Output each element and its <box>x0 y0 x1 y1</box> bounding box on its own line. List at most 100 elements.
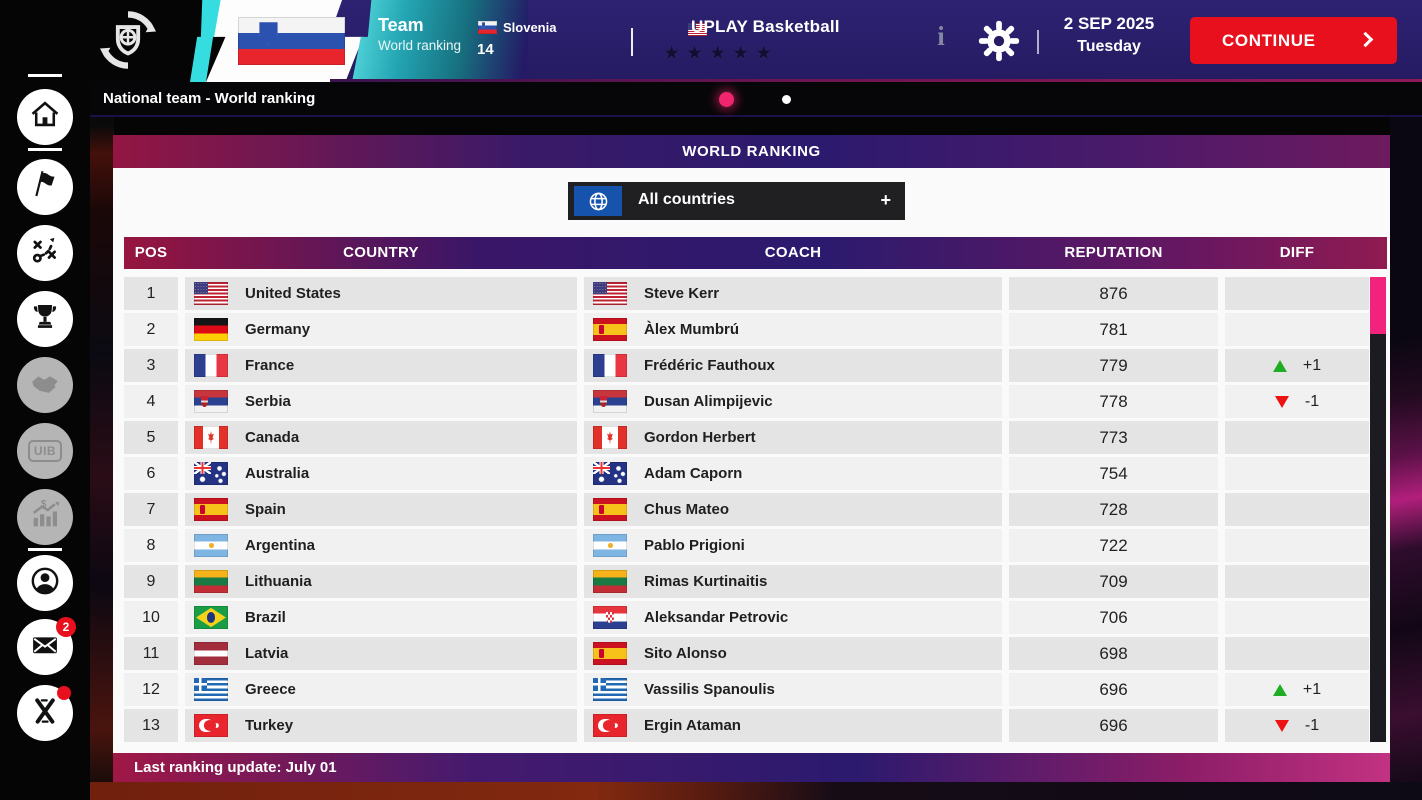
nation-name: Slovenia <box>503 20 557 35</box>
sidebar-item-home[interactable] <box>17 89 73 145</box>
rank-diff <box>1225 601 1369 634</box>
coach-nationality-flag-icon <box>593 606 627 629</box>
coach-name: Frédéric Fauthoux <box>644 357 775 374</box>
table-row[interactable]: 2 Germany Àlex Mumbrú 781 <box>124 313 1369 346</box>
coach-name: Vassilis Spanoulis <box>644 681 775 698</box>
rank-position: 10 <box>124 601 178 634</box>
country-name: Canada <box>245 429 300 446</box>
coach-nationality-flag-icon <box>593 354 627 377</box>
country-name: Spain <box>245 501 286 518</box>
continue-button[interactable]: CONTINUE <box>1190 17 1397 64</box>
team-section-label: Team <box>378 15 424 35</box>
rank-position: 8 <box>124 529 178 562</box>
table-row[interactable]: 5 Canada Gordon Herbert 773 <box>124 421 1369 454</box>
diff-arrow-icon <box>1272 359 1287 372</box>
col-header-pos: POS <box>134 244 168 261</box>
mail-icon <box>28 628 62 667</box>
page-dot[interactable] <box>782 95 791 104</box>
breadcrumb: National team - World ranking <box>103 90 316 107</box>
page-dot-active[interactable] <box>719 92 734 107</box>
table-row[interactable]: 10 Brazil Aleksandar Petrovic 706 <box>124 601 1369 634</box>
club-crest-refresh-icon[interactable] <box>95 7 161 73</box>
rank-diff <box>1225 493 1369 526</box>
teal-gradient-band <box>352 0 528 82</box>
sidebar-item-messages[interactable]: 2 <box>17 617 76 675</box>
diff-value: -1 <box>1304 716 1320 734</box>
topbar-underline <box>330 79 1422 82</box>
table-row[interactable]: 8 Argentina Pablo Prigioni 722 <box>124 529 1369 562</box>
date-text: 2 SEP 2025 <box>1063 14 1155 33</box>
col-header-country: COUNTRY <box>343 244 419 261</box>
coach-name: Aleksandar Petrovic <box>644 609 789 626</box>
country-name: Brazil <box>245 609 286 626</box>
coach-name: Dusan Alimpijevic <box>644 393 773 410</box>
coach-name: Chus Mateo <box>644 501 730 518</box>
table-header-row: POS COUNTRY COACH REPUTATION DIFF <box>124 237 1387 269</box>
reputation-value: 722 <box>1009 529 1218 562</box>
rank-position: 2 <box>124 313 178 346</box>
country-flag-icon <box>194 498 228 521</box>
handshake-icon <box>28 366 62 405</box>
panel-title: WORLD RANKING <box>113 135 1390 168</box>
reputation-value: 709 <box>1009 565 1218 598</box>
table-row[interactable]: 13 Turkey Ergin Ataman 696 -1 <box>124 709 1369 742</box>
rank-diff <box>1225 457 1369 490</box>
sidebar: UIB $ 2 <box>0 0 90 800</box>
coach-nationality-flag-icon <box>593 390 627 413</box>
coach-name: Gordon Herbert <box>644 429 756 446</box>
rank-diff: +1 <box>1225 673 1369 706</box>
reputation-value: 698 <box>1009 637 1218 670</box>
filter-selected-value: All countries <box>638 191 735 208</box>
rank-position: 1 <box>124 277 178 310</box>
table-row[interactable]: 3 France Frédéric Fauthoux 779 +1 <box>124 349 1369 382</box>
coach-name: Adam Caporn <box>644 465 743 482</box>
scrollbar-thumb[interactable] <box>1370 277 1386 334</box>
table-row[interactable]: 7 Spain Chus Mateo 728 <box>124 493 1369 526</box>
table-row[interactable]: 12 Greece Vassilis Spanoulis 696 +1 <box>124 673 1369 706</box>
coach-nationality-flag-icon <box>593 642 627 665</box>
table-row[interactable]: 4 Serbia Dusan Alimpijevic 778 -1 <box>124 385 1369 418</box>
rank-diff <box>1225 313 1369 346</box>
last-update-footer: Last ranking update: July 01 <box>113 753 1390 782</box>
reputation-value: 779 <box>1009 349 1218 382</box>
coach-nationality-flag-icon <box>593 282 627 305</box>
background-art-bottom <box>90 782 1422 800</box>
nation-world-rank: 14 <box>477 41 494 58</box>
diff-arrow-icon <box>1274 395 1289 408</box>
rank-position: 7 <box>124 493 178 526</box>
reputation-value: 781 <box>1009 313 1218 346</box>
sidebar-item-negotiations <box>17 357 73 413</box>
sidebar-item-tactics[interactable] <box>17 225 73 281</box>
weekday-text: Tuesday <box>1077 38 1141 55</box>
sidebar-separator <box>28 74 62 77</box>
sidebar-item-x-app[interactable] <box>17 685 73 741</box>
coach-name: Sito Alonso <box>644 645 727 662</box>
table-row[interactable]: 11 Latvia Sito Alonso 698 <box>124 637 1369 670</box>
country-filter-dropdown[interactable]: All countries + <box>568 182 905 220</box>
country-flag-icon <box>194 354 228 377</box>
country-name: Lithuania <box>245 573 312 590</box>
country-flag-icon <box>194 390 228 413</box>
sidebar-item-national-team[interactable] <box>17 159 73 215</box>
table-row[interactable]: 9 Lithuania Rimas Kurtinaitis 709 <box>124 565 1369 598</box>
sidebar-item-profile[interactable] <box>17 555 73 611</box>
coach-nationality-flag-icon <box>593 678 627 701</box>
coach-name: Àlex Mumbrú <box>644 321 740 338</box>
game-date: 2 SEP 2025 Tuesday <box>1050 14 1168 56</box>
table-row[interactable]: 6 Australia Adam Caporn 754 <box>124 457 1369 490</box>
table-row[interactable]: 1 United States Steve Kerr 876 <box>124 277 1369 310</box>
country-flag-icon <box>194 534 228 557</box>
background-art-left <box>90 82 114 800</box>
diff-arrow-icon <box>1272 683 1287 696</box>
home-icon <box>28 98 62 137</box>
info-icon[interactable]: i <box>937 21 945 51</box>
rank-diff <box>1225 637 1369 670</box>
country-flag-icon <box>194 318 228 341</box>
sidebar-item-finances: $ <box>17 489 73 545</box>
coach-name: Rimas Kurtinaitis <box>644 573 768 590</box>
col-header-diff: DIFF <box>1279 244 1315 261</box>
settings-gear-icon[interactable] <box>976 18 1022 64</box>
sidebar-item-competitions[interactable] <box>17 291 73 347</box>
rank-diff <box>1225 529 1369 562</box>
reputation-value: 706 <box>1009 601 1218 634</box>
